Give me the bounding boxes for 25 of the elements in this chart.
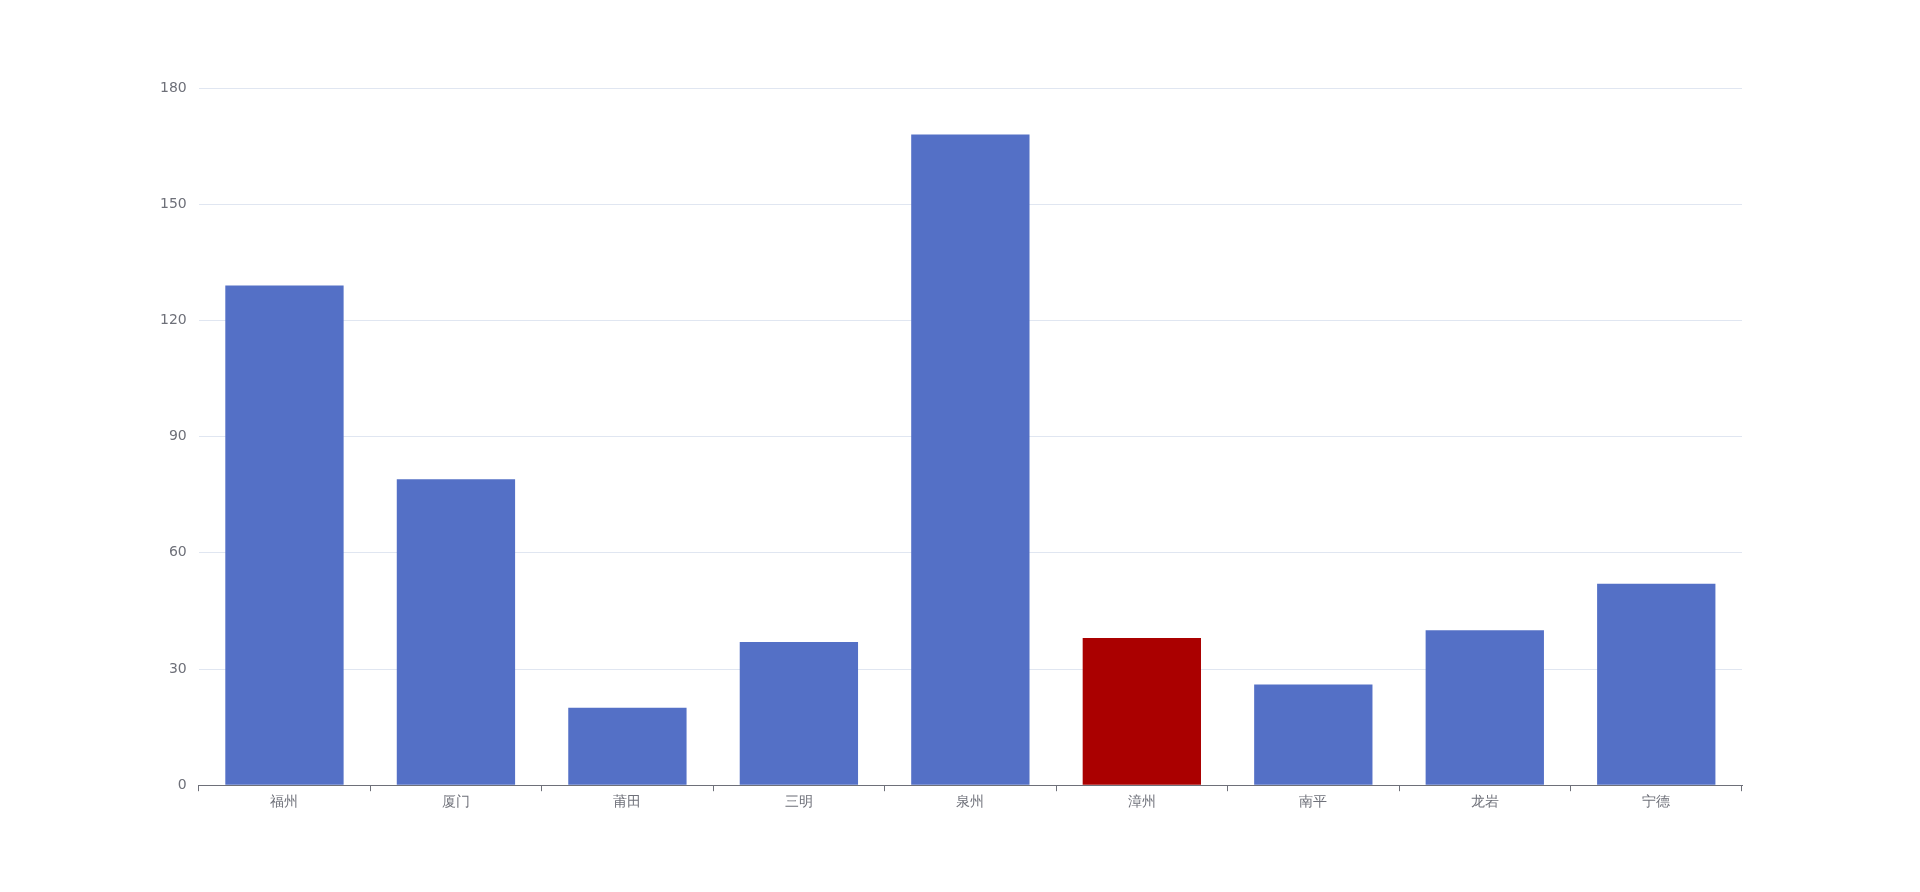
x-tick-label: 三明: [784, 793, 813, 810]
bar: [568, 707, 687, 785]
x-tick-label: 莆田: [613, 793, 642, 810]
y-tick-label: 0: [177, 775, 187, 792]
bar: [1254, 684, 1373, 785]
y-tick-label: 90: [168, 427, 187, 444]
x-tick-label: 厦门: [441, 793, 470, 810]
x-tick-label: 漳州: [1127, 793, 1156, 810]
bar: [739, 641, 859, 785]
x-tick-label: 龙岩: [1470, 793, 1499, 810]
y-tick-label: 60: [168, 543, 187, 560]
bar: [1082, 638, 1201, 785]
bar: [1597, 583, 1716, 785]
x-tick-label: 南平: [1299, 793, 1328, 810]
y-tick-label: 180: [159, 78, 187, 95]
x-tick-label: 泉州: [956, 793, 985, 810]
bar: [225, 285, 344, 785]
y-tick-label: 30: [168, 659, 187, 676]
y-tick-label: 120: [159, 311, 187, 328]
y-tick-label: 150: [159, 194, 187, 211]
bar: [1425, 630, 1544, 785]
bar: [911, 134, 1030, 785]
x-tick-label: 福州: [270, 793, 299, 810]
x-tick-label: 宁德: [1642, 793, 1671, 810]
bar: [396, 479, 516, 785]
